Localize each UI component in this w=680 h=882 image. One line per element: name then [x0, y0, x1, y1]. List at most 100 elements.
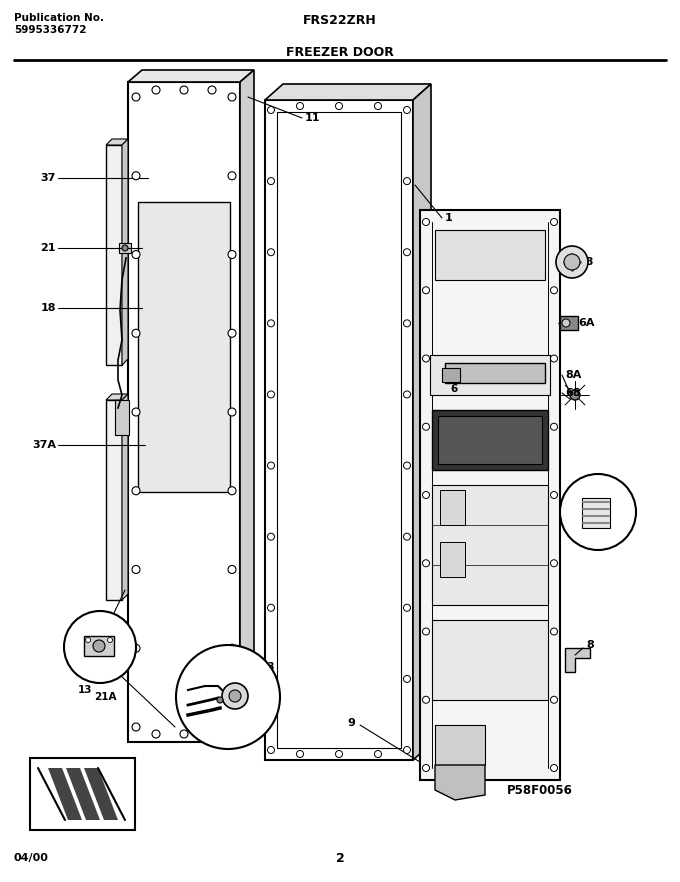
Circle shape [132, 172, 140, 180]
Circle shape [132, 644, 140, 653]
Circle shape [551, 287, 558, 294]
Circle shape [267, 107, 275, 114]
Bar [115, 400, 129, 435]
Circle shape [422, 287, 430, 294]
Circle shape [403, 533, 411, 540]
Bar [440, 490, 465, 525]
Circle shape [267, 320, 275, 327]
Circle shape [267, 533, 275, 540]
Polygon shape [122, 394, 128, 600]
Circle shape [403, 746, 411, 753]
Circle shape [267, 746, 275, 753]
Circle shape [296, 751, 303, 758]
Circle shape [335, 102, 343, 109]
Circle shape [107, 638, 112, 642]
Circle shape [551, 560, 558, 567]
Circle shape [222, 683, 248, 709]
Circle shape [64, 611, 136, 683]
Polygon shape [38, 768, 125, 820]
Circle shape [267, 249, 275, 256]
Circle shape [152, 730, 160, 738]
Circle shape [132, 487, 140, 495]
Circle shape [556, 246, 588, 278]
Bar [435, 725, 485, 765]
Circle shape [403, 604, 411, 611]
Polygon shape [128, 70, 254, 82]
Circle shape [403, 107, 411, 114]
Text: Publication No.: Publication No. [14, 13, 104, 23]
Circle shape [228, 565, 236, 573]
Circle shape [228, 644, 236, 653]
Circle shape [229, 690, 241, 702]
Circle shape [228, 487, 236, 495]
Circle shape [180, 86, 188, 94]
Circle shape [86, 638, 90, 642]
Bar [128, 82, 240, 742]
Bar [119, 243, 131, 253]
Text: 1: 1 [445, 213, 453, 223]
Circle shape [551, 628, 558, 635]
Circle shape [132, 565, 140, 573]
Circle shape [93, 640, 105, 652]
Circle shape [422, 696, 430, 703]
Text: FREEZER DOOR: FREEZER DOOR [286, 46, 394, 58]
Circle shape [403, 391, 411, 398]
Polygon shape [265, 84, 431, 100]
Circle shape [570, 390, 580, 400]
Circle shape [422, 219, 430, 226]
Text: 22A: 22A [198, 659, 219, 669]
Polygon shape [445, 363, 545, 383]
Bar [84, 636, 114, 656]
Circle shape [208, 86, 216, 94]
Bar [420, 210, 560, 780]
Text: 8: 8 [586, 640, 594, 650]
Circle shape [152, 86, 160, 94]
Circle shape [551, 219, 558, 226]
Bar [560, 316, 578, 330]
Circle shape [403, 249, 411, 256]
Bar [432, 410, 548, 470]
Circle shape [422, 355, 430, 362]
Circle shape [267, 604, 275, 611]
Text: 04/00: 04/00 [14, 853, 49, 863]
Bar [106, 145, 122, 365]
Polygon shape [66, 768, 100, 820]
Circle shape [403, 320, 411, 327]
Circle shape [122, 245, 128, 251]
Text: 18: 18 [41, 303, 56, 313]
Circle shape [267, 177, 275, 184]
Text: 5: 5 [605, 493, 613, 503]
Circle shape [208, 730, 216, 738]
Text: 58: 58 [578, 257, 594, 267]
Circle shape [403, 462, 411, 469]
Circle shape [217, 697, 223, 703]
Text: 2: 2 [336, 851, 344, 864]
Bar [277, 112, 401, 748]
Circle shape [132, 250, 140, 258]
Bar [582, 498, 610, 528]
Text: 6: 6 [450, 384, 457, 394]
Circle shape [228, 723, 236, 731]
Circle shape [551, 423, 558, 430]
Circle shape [228, 172, 236, 180]
Bar [438, 416, 542, 464]
Circle shape [551, 765, 558, 772]
Text: 23: 23 [261, 662, 275, 672]
Circle shape [267, 676, 275, 683]
Bar [435, 230, 545, 280]
Circle shape [375, 102, 381, 109]
Circle shape [422, 628, 430, 635]
Circle shape [422, 560, 430, 567]
Circle shape [335, 751, 343, 758]
Text: 9: 9 [347, 718, 355, 728]
Text: 5995336772: 5995336772 [14, 25, 86, 35]
Circle shape [132, 408, 140, 416]
Circle shape [180, 730, 188, 738]
Circle shape [228, 250, 236, 258]
Circle shape [228, 329, 236, 337]
Polygon shape [106, 139, 128, 145]
Circle shape [132, 93, 140, 101]
Text: 13: 13 [78, 685, 92, 695]
Bar [265, 100, 413, 760]
Circle shape [176, 645, 280, 749]
